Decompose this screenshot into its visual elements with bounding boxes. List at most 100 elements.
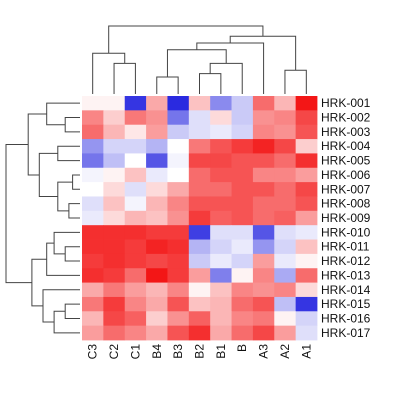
heatmap-cell-hrk-008-c3 <box>82 196 104 212</box>
heatmap-cell-hrk-013-c3 <box>82 268 104 283</box>
heatmap-cell-hrk-013-c2 <box>103 268 126 283</box>
heatmap-cell-hrk-017-b <box>231 325 254 341</box>
heatmap-cell-hrk-017-c1 <box>124 325 147 341</box>
heatmap-cell-hrk-001-b2 <box>188 96 211 111</box>
heatmap-cell-hrk-003-a3 <box>252 124 275 140</box>
heatmap-cell-hrk-006-b <box>231 167 254 183</box>
heatmap-cell-hrk-007-a1 <box>295 182 318 197</box>
heatmap-cell-hrk-016-a2 <box>274 311 297 327</box>
column-dendrogram-branch <box>284 69 307 94</box>
column-dendrogram-branch <box>209 62 243 94</box>
heatmap-cell-hrk-006-b1 <box>210 167 232 183</box>
heatmap-cell-hrk-005-b1 <box>210 153 232 169</box>
heatmap-cell-hrk-014-b3 <box>167 282 190 298</box>
heatmap-cell-hrk-001-b4 <box>146 96 168 111</box>
heatmap-cell-hrk-004-b3 <box>167 139 190 154</box>
heatmap-cell-hrk-007-b <box>231 182 254 197</box>
heatmap-cell-hrk-015-c3 <box>82 296 104 312</box>
heatmap-cell-hrk-001-a2 <box>274 96 297 111</box>
heatmap-cell-hrk-017-b2 <box>188 325 211 341</box>
row-label: HRK-017 <box>321 326 371 340</box>
heatmap-cell-hrk-012-c3 <box>82 253 104 269</box>
column-labels: C3 C2 C1 B4 B3 B2 B1 B A3 A2 A1 <box>86 344 314 360</box>
heatmap-cell-hrk-004-c2 <box>103 139 126 154</box>
heatmap-cell-hrk-017-a1 <box>295 325 318 341</box>
row-dendrogram-branch <box>42 289 80 323</box>
heatmap-cell-hrk-004-b2 <box>188 139 211 154</box>
row-dendrogram-branch <box>27 113 47 176</box>
heatmap-cell-hrk-017-b3 <box>167 325 190 341</box>
heatmap-cell-hrk-003-a1 <box>295 124 318 140</box>
column-dendrogram-branch <box>92 52 126 94</box>
heatmap-cell-hrk-017-b4 <box>146 325 168 341</box>
heatmap-cell-hrk-010-b3 <box>167 225 190 240</box>
heatmap-cell-hrk-006-c2 <box>103 167 126 183</box>
heatmap-cell-hrk-014-c3 <box>82 282 104 298</box>
heatmap-cell-hrk-007-c3 <box>82 182 104 197</box>
heatmap-cell-hrk-003-b <box>231 124 254 140</box>
row-dendrogram-branch <box>53 231 80 255</box>
heatmap-cell-hrk-007-a2 <box>274 182 297 197</box>
heatmap-cell-hrk-014-a2 <box>274 282 297 298</box>
column-label: B4 <box>150 344 164 359</box>
row-label: HRK-006 <box>321 168 371 182</box>
heatmap-cell-hrk-013-a3 <box>252 268 275 283</box>
heatmap-cell-hrk-005-b4 <box>146 153 168 169</box>
heatmap-cell-hrk-015-b4 <box>146 296 168 312</box>
column-dendrogram-branch <box>199 73 222 94</box>
heatmap-cell-hrk-009-c2 <box>103 210 126 226</box>
heatmap-cell-hrk-009-b4 <box>146 210 168 226</box>
heatmap-cell-hrk-014-b2 <box>188 282 211 298</box>
row-dendrogram-branch <box>46 102 80 126</box>
heatmap-cell-hrk-012-a1 <box>295 253 318 269</box>
heatmap-cell-hrk-009-a1 <box>295 210 318 226</box>
row-label: HRK-016 <box>321 311 371 325</box>
heatmap-cell-hrk-010-c2 <box>103 225 126 240</box>
heatmap-cell-hrk-016-a1 <box>295 311 318 327</box>
heatmap-cell-hrk-014-c2 <box>103 282 126 298</box>
row-label: HRK-003 <box>321 125 371 139</box>
row-dendrogram-branch <box>53 310 80 334</box>
row-labels: HRK-001HRK-002HRK-003HRK-004HRK-005HRK-0… <box>321 96 371 340</box>
heatmap-cell-hrk-011-c1 <box>124 239 147 255</box>
heatmap-cell-hrk-013-c1 <box>124 268 147 283</box>
heatmap-cell-hrk-011-a3 <box>252 239 275 255</box>
heatmap-cell-hrk-008-b1 <box>210 196 232 212</box>
heatmap-grid <box>82 96 318 341</box>
row-label: HRK-004 <box>321 139 371 153</box>
heatmap-cell-hrk-008-a1 <box>295 196 318 212</box>
heatmap-cell-hrk-012-b <box>231 253 254 269</box>
heatmap-cell-hrk-008-b4 <box>146 196 168 212</box>
row-label: HRK-010 <box>321 225 371 239</box>
column-label: A1 <box>299 344 313 359</box>
heatmap-cell-hrk-010-a2 <box>274 225 297 240</box>
heatmap-cell-hrk-003-b1 <box>210 124 232 140</box>
heatmap-cell-hrk-006-b2 <box>188 167 211 183</box>
heatmap-cell-hrk-009-a3 <box>252 210 275 226</box>
heatmap-cell-hrk-002-a1 <box>295 110 318 126</box>
heatmap-cell-hrk-004-b1 <box>210 139 232 154</box>
row-dendrogram-branch <box>31 258 47 307</box>
heatmap-cell-hrk-016-a3 <box>252 311 275 327</box>
heatmap-cell-hrk-012-b4 <box>146 253 168 269</box>
heatmap-cell-hrk-006-c3 <box>82 167 104 183</box>
heatmap-cell-hrk-006-a2 <box>274 167 297 183</box>
row-dendrogram-branch <box>72 174 80 190</box>
heatmap-cell-hrk-001-c1 <box>124 96 147 111</box>
heatmap-cell-hrk-005-c3 <box>82 153 104 169</box>
heatmap-cell-hrk-001-c3 <box>82 96 104 111</box>
heatmap-cell-hrk-010-b <box>231 225 254 240</box>
heatmap-cell-hrk-012-b1 <box>210 253 232 269</box>
heatmap-cell-hrk-007-a3 <box>252 182 275 197</box>
heatmap-cell-hrk-005-b2 <box>188 153 211 169</box>
heatmap-cell-hrk-004-a3 <box>252 139 275 154</box>
row-label: HRK-002 <box>321 111 371 125</box>
heatmap-cell-hrk-002-b4 <box>146 110 168 126</box>
heatmap-cell-hrk-004-a1 <box>295 139 318 154</box>
heatmap-cell-hrk-003-c2 <box>103 124 126 140</box>
heatmap-cell-hrk-005-b <box>231 153 254 169</box>
heatmap-cell-hrk-012-a2 <box>274 253 297 269</box>
heatmap-cell-hrk-003-b3 <box>167 124 190 140</box>
heatmap-cell-hrk-010-b1 <box>210 225 232 240</box>
